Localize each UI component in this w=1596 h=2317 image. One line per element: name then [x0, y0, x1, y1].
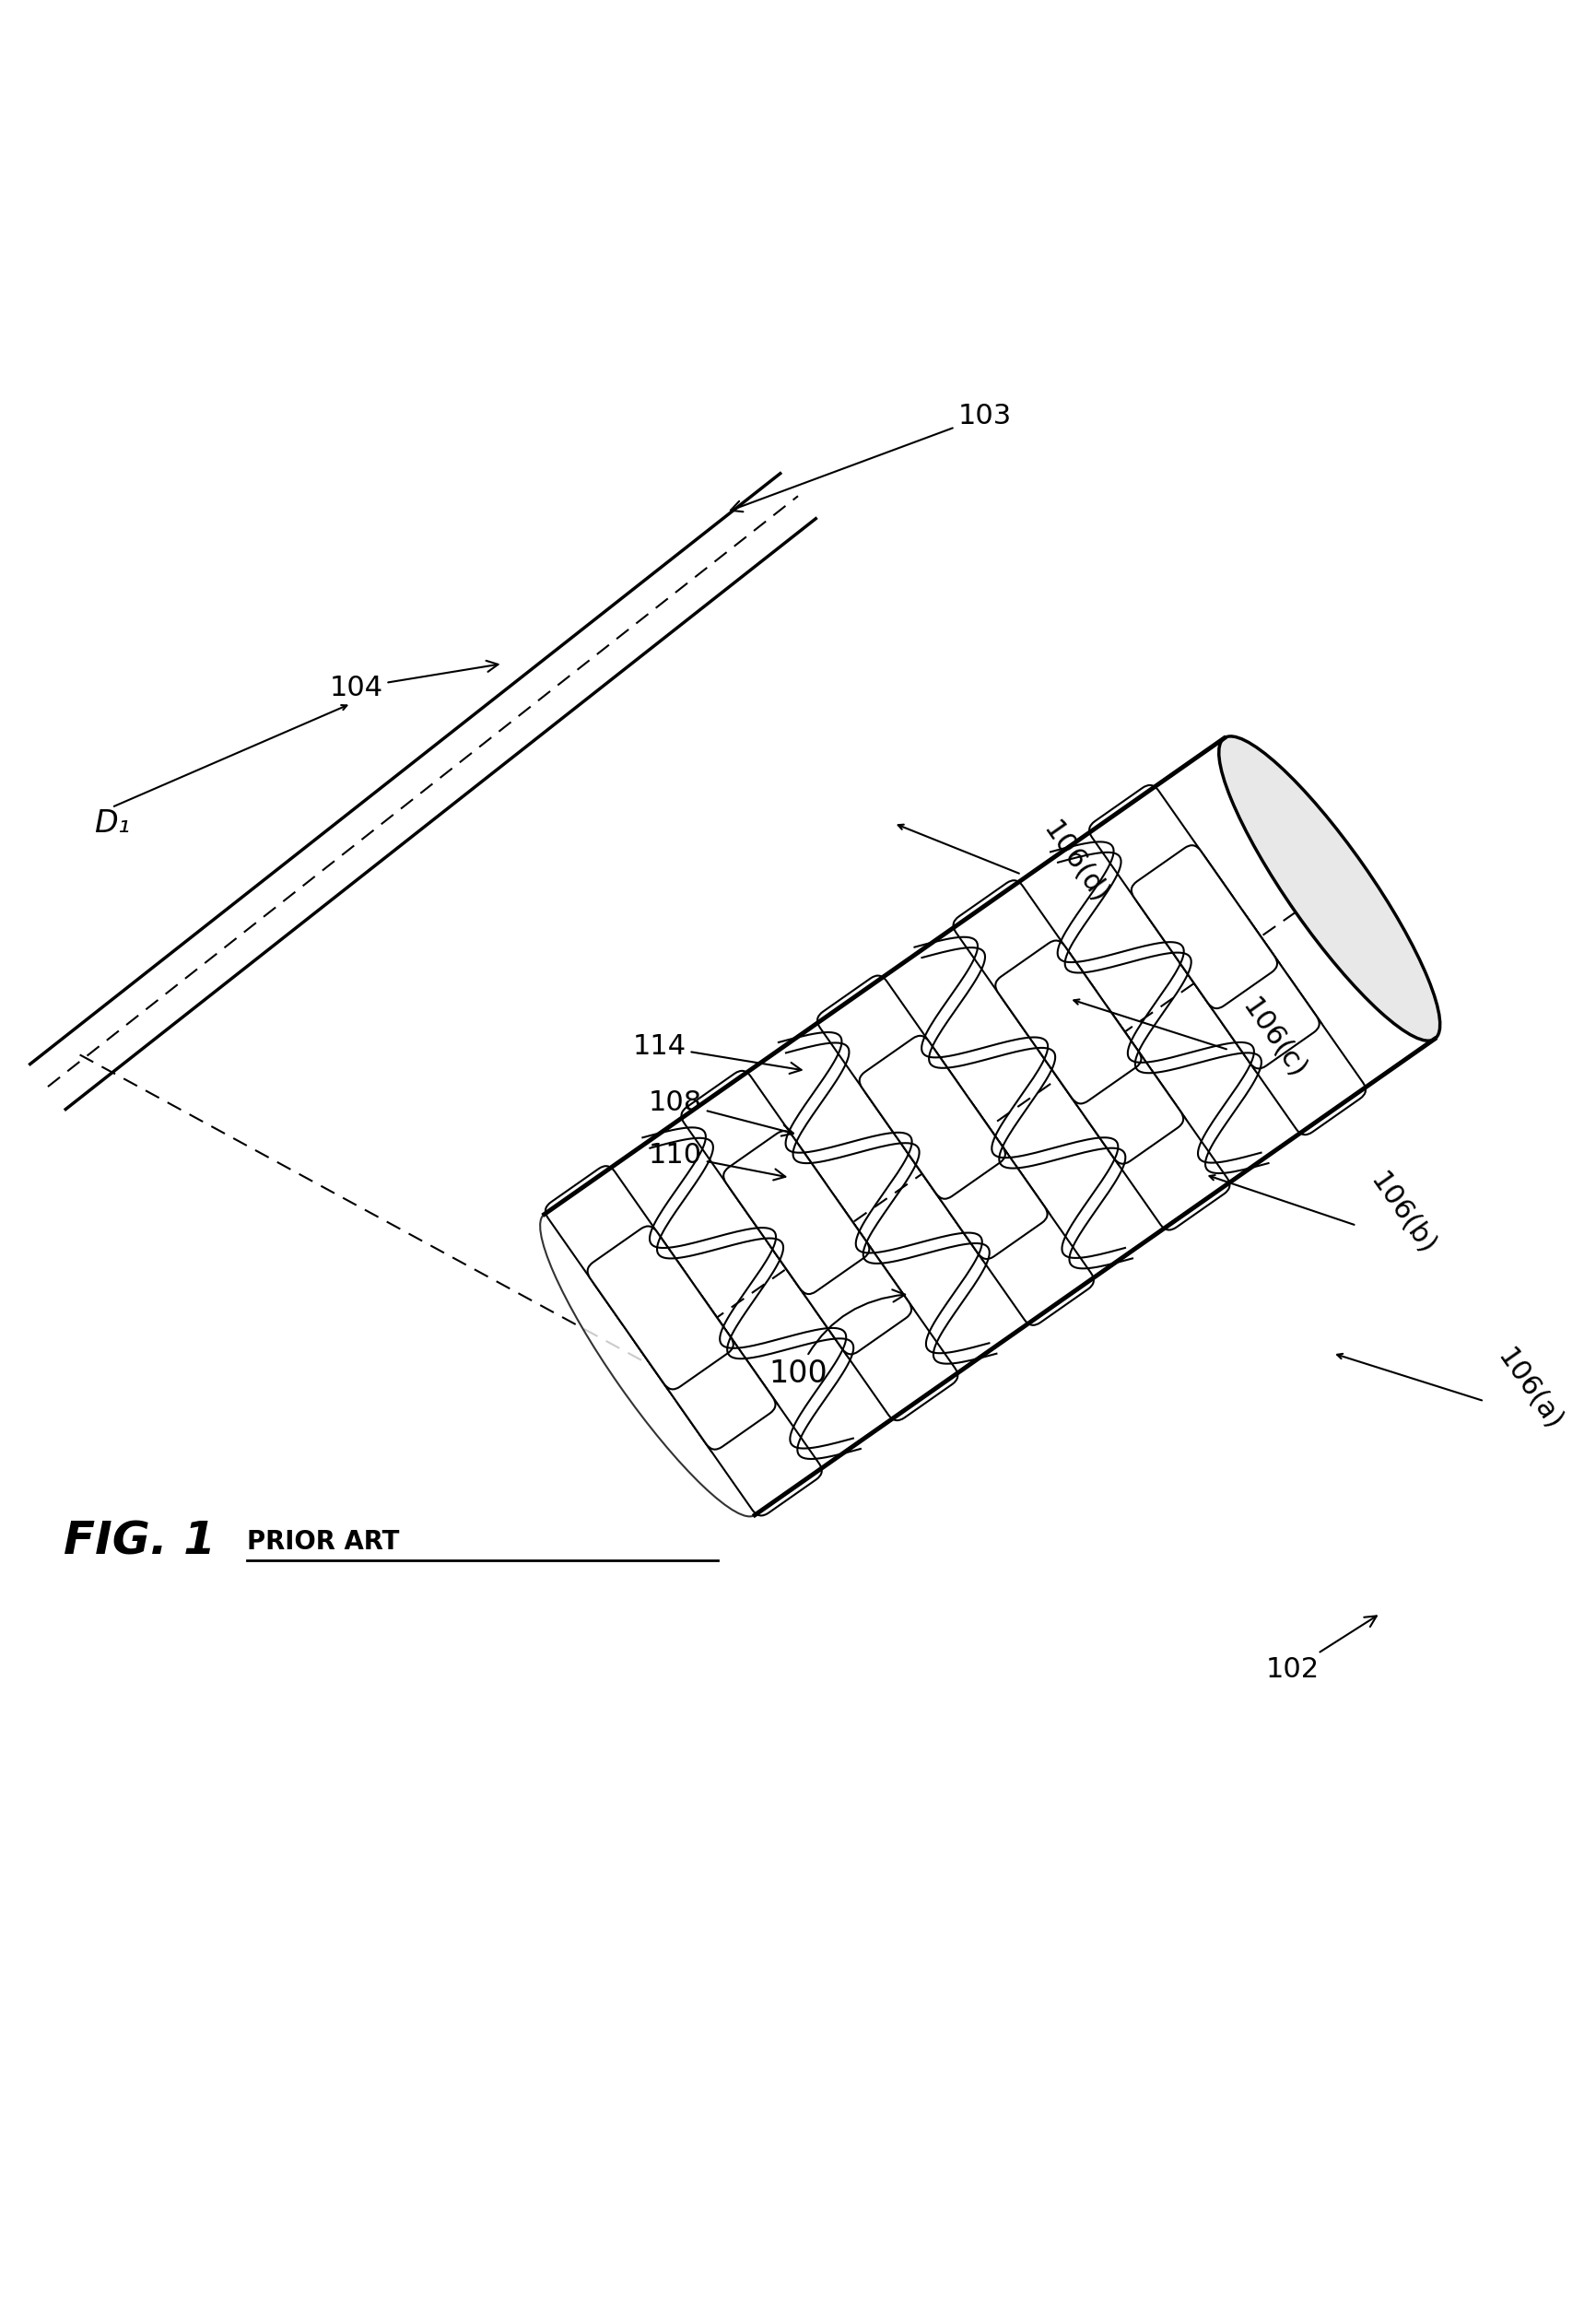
- FancyBboxPatch shape: [996, 941, 1141, 1103]
- FancyBboxPatch shape: [1090, 785, 1235, 948]
- Ellipse shape: [1219, 737, 1440, 1040]
- FancyBboxPatch shape: [860, 1036, 1005, 1198]
- Text: 106(c): 106(c): [1237, 994, 1310, 1084]
- Text: 110: 110: [648, 1142, 785, 1179]
- FancyBboxPatch shape: [1219, 971, 1366, 1135]
- FancyBboxPatch shape: [1136, 850, 1282, 1015]
- FancyBboxPatch shape: [812, 1258, 958, 1420]
- FancyBboxPatch shape: [681, 1070, 827, 1235]
- FancyBboxPatch shape: [723, 1131, 870, 1295]
- FancyBboxPatch shape: [1132, 846, 1277, 1008]
- FancyBboxPatch shape: [817, 975, 962, 1138]
- FancyBboxPatch shape: [953, 880, 1100, 1043]
- Text: 114: 114: [632, 1033, 801, 1073]
- Text: 106(a): 106(a): [1492, 1344, 1567, 1437]
- FancyBboxPatch shape: [630, 1286, 776, 1450]
- Text: FIG. 1: FIG. 1: [64, 1520, 215, 1564]
- Text: D₁: D₁: [94, 809, 129, 839]
- Text: 104: 104: [329, 660, 498, 702]
- FancyBboxPatch shape: [863, 1043, 1010, 1205]
- FancyBboxPatch shape: [999, 948, 1146, 1110]
- FancyBboxPatch shape: [677, 1353, 822, 1515]
- FancyBboxPatch shape: [1173, 906, 1320, 1068]
- FancyBboxPatch shape: [592, 1233, 737, 1395]
- FancyBboxPatch shape: [546, 1165, 691, 1330]
- FancyBboxPatch shape: [728, 1138, 873, 1300]
- Text: 108: 108: [648, 1089, 793, 1135]
- FancyBboxPatch shape: [1037, 1001, 1183, 1163]
- Ellipse shape: [539, 1212, 760, 1515]
- FancyBboxPatch shape: [634, 1293, 780, 1455]
- FancyBboxPatch shape: [902, 1096, 1047, 1258]
- Text: 100: 100: [769, 1291, 905, 1390]
- FancyBboxPatch shape: [1178, 911, 1323, 1075]
- FancyBboxPatch shape: [907, 1103, 1052, 1265]
- FancyBboxPatch shape: [948, 1163, 1093, 1325]
- FancyBboxPatch shape: [766, 1191, 911, 1353]
- Text: 106(b): 106(b): [1365, 1168, 1440, 1260]
- FancyBboxPatch shape: [769, 1198, 916, 1360]
- Text: 102: 102: [1266, 1615, 1377, 1682]
- FancyBboxPatch shape: [1084, 1066, 1229, 1230]
- FancyBboxPatch shape: [587, 1226, 733, 1390]
- FancyBboxPatch shape: [1042, 1006, 1187, 1170]
- Text: 103: 103: [731, 403, 1012, 512]
- Text: PRIOR ART: PRIOR ART: [247, 1529, 399, 1555]
- Text: 106(d): 106(d): [1037, 818, 1112, 908]
